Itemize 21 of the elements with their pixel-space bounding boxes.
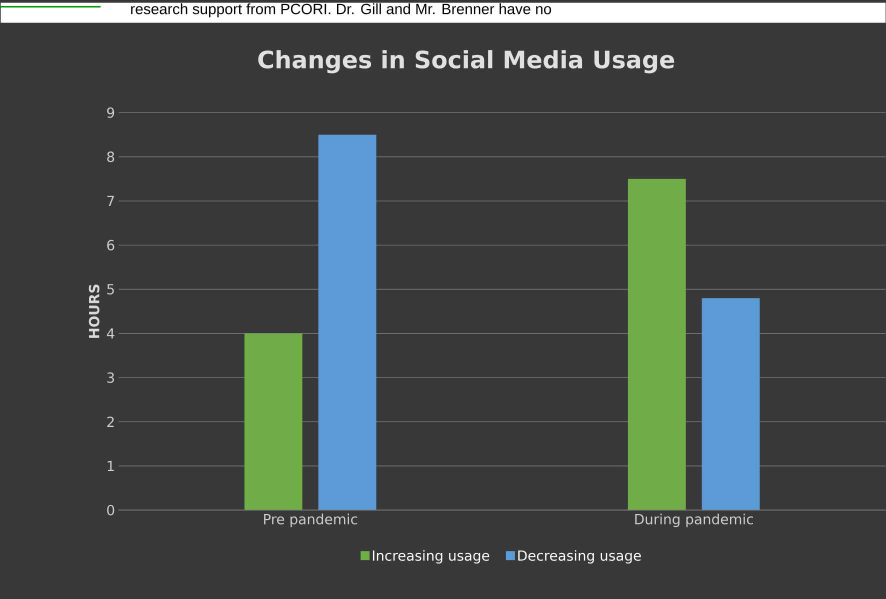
y-axis-title: HOURS: [88, 284, 100, 338]
y-tick-label: 4: [106, 328, 114, 339]
text: research support from PCORI. Dr. Gill and Mr. Brenner have no: [131, 3, 552, 18]
x-tick-label: Pre pandemic: [264, 514, 358, 528]
y-tick-label: 6: [107, 240, 114, 250]
y-tick-label: 5: [107, 284, 114, 294]
y-tick-label: 8: [107, 152, 114, 162]
bar: [702, 298, 760, 510]
y-tick-label: 7: [107, 196, 114, 206]
y-tick-label: 2: [107, 416, 114, 427]
legend-label: Decreasing usage: [518, 550, 641, 564]
y-tick-label: 0: [107, 504, 114, 516]
x-tick-label: During pandemic: [635, 514, 753, 528]
y-tick-label: 3: [107, 372, 114, 383]
y-tick-label: 9: [107, 107, 114, 118]
chart-title: Changes in Social Media Usage: [258, 50, 674, 74]
bar: [628, 178, 686, 510]
bar: [318, 134, 376, 510]
y-tick-label: 1: [108, 460, 114, 472]
bar: [244, 333, 302, 510]
legend-label: Increasing usage: [372, 550, 490, 564]
